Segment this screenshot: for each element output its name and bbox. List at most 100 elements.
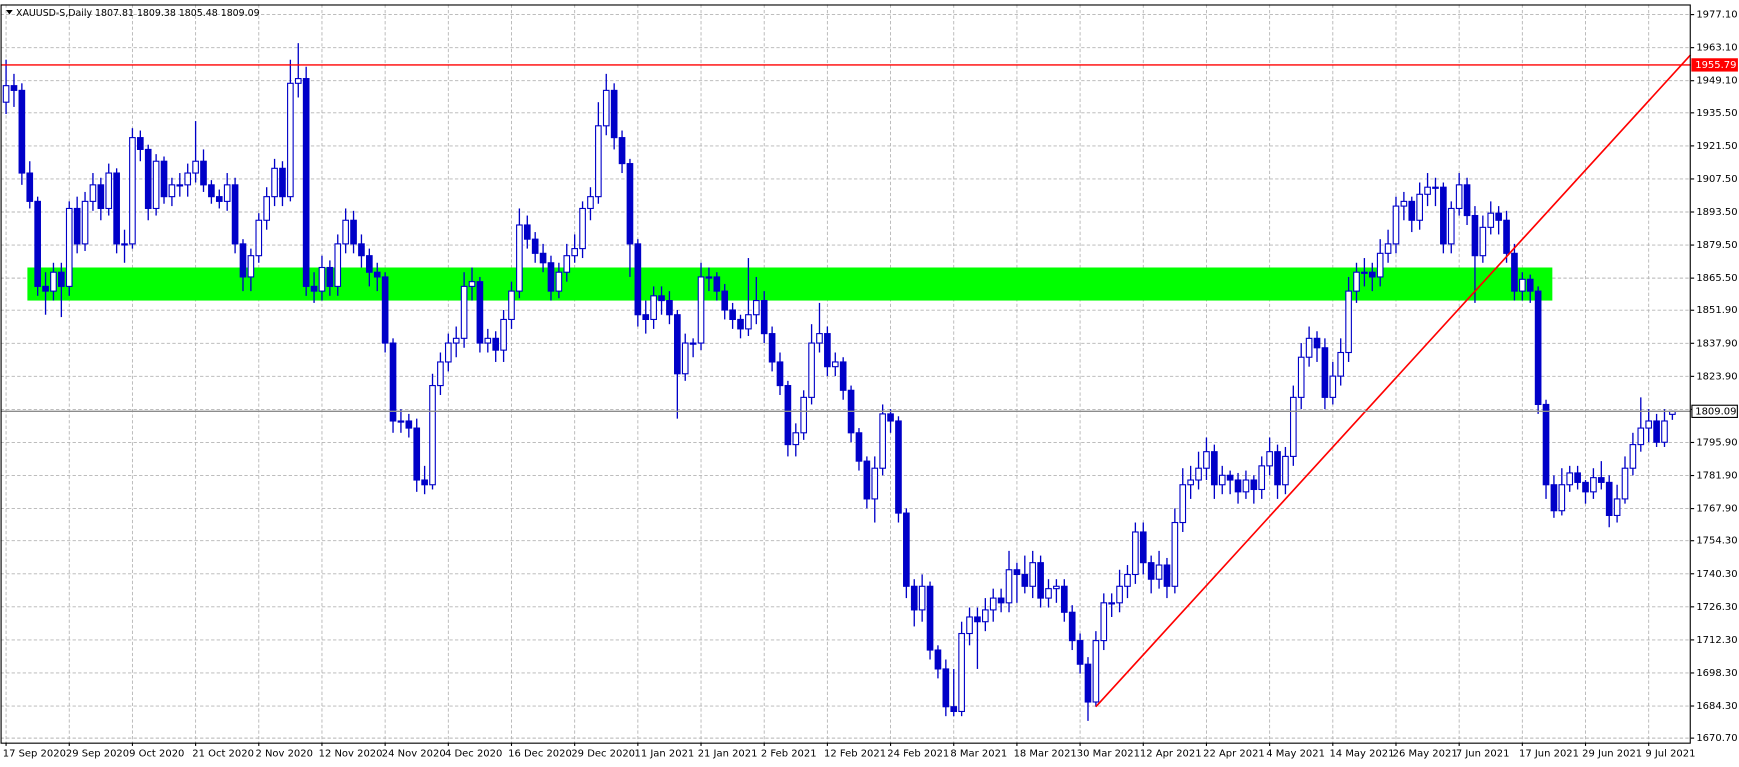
- candle-body: [1613, 498, 1621, 517]
- candle-body: [1440, 186, 1447, 245]
- candle-body: [444, 342, 452, 363]
- candle-body: [910, 585, 918, 611]
- candle-body: [1076, 640, 1084, 665]
- candle-body: [1242, 479, 1250, 493]
- y-tick-label: 1781.90: [1696, 471, 1737, 482]
- candle-body: [1455, 184, 1463, 210]
- candle-body: [1203, 451, 1210, 469]
- candle-body: [294, 78, 302, 84]
- candle-body: [516, 224, 523, 292]
- y-tick-label: 1740.30: [1696, 569, 1737, 580]
- candle-body: [531, 238, 539, 254]
- candle-body: [168, 184, 176, 198]
- candle-body: [974, 616, 981, 623]
- candle-body: [776, 361, 784, 387]
- y-tick-label: 1698.30: [1696, 668, 1737, 679]
- x-tick-label: 21 Oct 2020: [192, 749, 254, 760]
- candle-body: [768, 333, 776, 363]
- y-tick-label: 1963.10: [1696, 43, 1737, 54]
- candle-body: [97, 184, 105, 210]
- candle-body: [595, 125, 602, 198]
- x-tick-label: 30 Mar 2021: [1077, 749, 1140, 760]
- trendline: [1095, 54, 1692, 708]
- candle-body: [666, 300, 673, 316]
- candle-body: [81, 200, 89, 245]
- x-tick-label: 14 May 2021: [1329, 749, 1394, 760]
- candle-body: [1100, 602, 1108, 642]
- candle-body: [1629, 444, 1637, 469]
- candle-body: [65, 207, 73, 287]
- candle-body: [1163, 564, 1171, 587]
- dropdown-icon[interactable]: [6, 9, 13, 15]
- candle-body: [468, 281, 476, 287]
- candle-body: [950, 706, 958, 712]
- candle-body: [184, 172, 192, 186]
- candle-body: [10, 85, 18, 91]
- candle-body: [879, 413, 886, 469]
- candle-body: [429, 385, 436, 486]
- candle-body: [279, 167, 286, 198]
- candle-body: [42, 285, 49, 292]
- candle-body: [105, 172, 113, 210]
- candle-body: [1084, 663, 1092, 703]
- candle-body: [452, 337, 460, 344]
- candle-body: [816, 333, 823, 344]
- candle-body: [926, 585, 934, 651]
- price-label-box: [1691, 404, 1738, 418]
- candle-body: [34, 200, 41, 287]
- candle-body: [658, 295, 665, 302]
- y-tick-label: 1851.90: [1696, 305, 1737, 316]
- candle-body: [476, 281, 484, 344]
- candle-body: [334, 243, 342, 287]
- candle-body: [1321, 347, 1329, 398]
- candle-body: [1661, 420, 1668, 443]
- candle-body: [1313, 337, 1321, 349]
- candle-body: [1266, 451, 1273, 467]
- candle-body: [1187, 479, 1194, 486]
- candle-body: [1400, 200, 1408, 207]
- candle-body: [705, 276, 713, 279]
- candle-body: [421, 479, 428, 486]
- y-tick-label: 1726.30: [1696, 602, 1737, 613]
- candle-body: [642, 314, 650, 321]
- candle-body: [1179, 484, 1187, 524]
- candle-body: [350, 219, 357, 245]
- candle-body: [208, 184, 215, 198]
- candle-body: [1582, 481, 1589, 493]
- candle-body: [484, 337, 492, 344]
- candle-body: [863, 460, 871, 500]
- x-tick-label: 24 Nov 2020: [382, 749, 446, 760]
- candle-body: [1013, 569, 1021, 576]
- candle-body: [1289, 396, 1297, 457]
- candle-body: [1171, 521, 1179, 587]
- candle-body: [1045, 588, 1052, 599]
- candle-body: [1558, 484, 1566, 512]
- candle-body: [895, 420, 902, 514]
- x-tick-label: 11 Jan 2021: [635, 749, 695, 760]
- candle-body: [989, 597, 997, 611]
- x-tick-label: 7 Jun 2021: [1456, 749, 1510, 760]
- candle-body: [1108, 602, 1116, 605]
- candle-body: [729, 309, 736, 321]
- x-tick-label: 21 Jan 2021: [698, 749, 758, 760]
- candle-body: [18, 89, 26, 174]
- y-tick-label: 1949.10: [1696, 76, 1737, 87]
- candle-body: [958, 632, 965, 712]
- x-tick-label: 18 Mar 2021: [1014, 749, 1077, 760]
- y-tick-label: 1865.50: [1696, 273, 1737, 284]
- candle-body: [263, 196, 271, 221]
- y-tick-label: 1893.50: [1696, 207, 1737, 218]
- candle-body: [460, 285, 468, 339]
- candle-body: [1124, 573, 1131, 587]
- candle-body: [1068, 611, 1076, 642]
- candle-body: [752, 300, 760, 316]
- x-tick-label: 9 Jul 2021: [1645, 749, 1695, 760]
- candle-body: [1479, 226, 1487, 257]
- candle-body: [934, 649, 942, 670]
- candle-body: [231, 184, 239, 245]
- candle-body: [1605, 481, 1613, 517]
- candle-body: [1132, 531, 1139, 576]
